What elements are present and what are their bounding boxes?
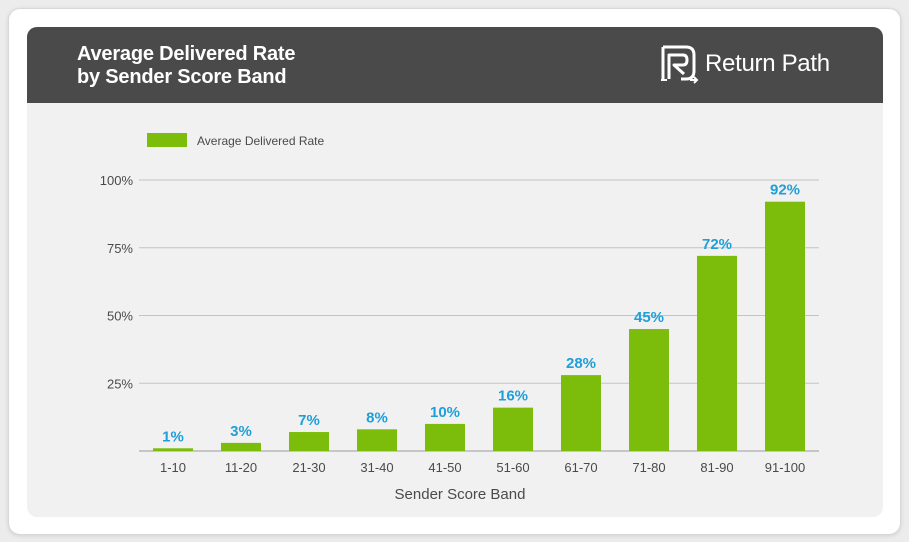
chart-title: Average Delivered Rate by Sender Score B… bbox=[77, 43, 296, 89]
y-tick-label: 100% bbox=[100, 173, 134, 188]
x-tick-label: 21-30 bbox=[292, 460, 325, 475]
data-label: 28% bbox=[566, 355, 596, 372]
data-label: 3% bbox=[230, 423, 252, 440]
y-tick-label: 25% bbox=[107, 376, 133, 391]
bar bbox=[425, 423, 465, 451]
brand-name: Return Path bbox=[705, 50, 830, 77]
bar bbox=[289, 432, 329, 451]
data-label: 16% bbox=[498, 388, 528, 405]
data-label: 10% bbox=[430, 404, 460, 421]
x-tick-label: 71-80 bbox=[632, 460, 665, 475]
brand-logo: Return Path bbox=[659, 44, 830, 84]
x-tick-label: 91-100 bbox=[765, 460, 805, 475]
data-label: 8% bbox=[366, 409, 388, 426]
bar bbox=[765, 201, 805, 451]
legend-label: Average Delivered Rate bbox=[197, 134, 325, 148]
data-labels: 1% 3% 7% 8% 10% 16% 28% 45% 72% 92% bbox=[162, 182, 800, 446]
chart-title-line-1: Average Delivered Rate bbox=[77, 43, 296, 65]
x-tick-label: 61-70 bbox=[564, 460, 597, 475]
chart-panel: Average Delivered Rate by Sender Score B… bbox=[27, 27, 883, 517]
bar bbox=[153, 448, 193, 451]
bar bbox=[561, 375, 601, 451]
bar bbox=[697, 255, 737, 451]
bar bbox=[629, 329, 669, 451]
data-label: 72% bbox=[702, 236, 732, 253]
x-tick-label: 1-10 bbox=[160, 460, 186, 475]
y-tick-label: 75% bbox=[107, 241, 133, 256]
data-label: 45% bbox=[634, 309, 664, 326]
x-tick-label: 81-90 bbox=[700, 460, 733, 475]
legend: Average Delivered Rate bbox=[147, 133, 325, 148]
x-tick-label: 31-40 bbox=[360, 460, 393, 475]
x-axis-ticks: 1-10 11-20 21-30 31-40 41-50 51-60 61-70 71-80 8… bbox=[160, 460, 805, 475]
x-axis-title: Sender Score Band bbox=[395, 486, 526, 503]
bar-chart: Average Delivered Rate 25% 50% 75% 100% 1% 3… bbox=[100, 133, 819, 503]
bar bbox=[493, 407, 533, 451]
x-tick-label: 51-60 bbox=[496, 460, 529, 475]
data-label: 7% bbox=[298, 412, 320, 429]
return-path-logo-icon bbox=[661, 45, 699, 84]
chart-header: Average Delivered Rate by Sender Score B… bbox=[27, 27, 883, 103]
chart-title-line-2: by Sender Score Band bbox=[77, 66, 287, 88]
bar bbox=[357, 429, 397, 451]
bars bbox=[153, 201, 805, 451]
bar bbox=[221, 442, 261, 451]
data-label: 92% bbox=[770, 182, 800, 199]
y-axis-ticks: 25% 50% 75% 100% bbox=[100, 173, 134, 391]
chart-card: Average Delivered Rate by Sender Score B… bbox=[8, 8, 901, 535]
data-label: 1% bbox=[162, 428, 184, 445]
x-tick-label: 41-50 bbox=[428, 460, 461, 475]
x-tick-label: 11-20 bbox=[225, 460, 257, 475]
legend-swatch bbox=[147, 133, 187, 147]
y-tick-label: 50% bbox=[107, 309, 133, 324]
